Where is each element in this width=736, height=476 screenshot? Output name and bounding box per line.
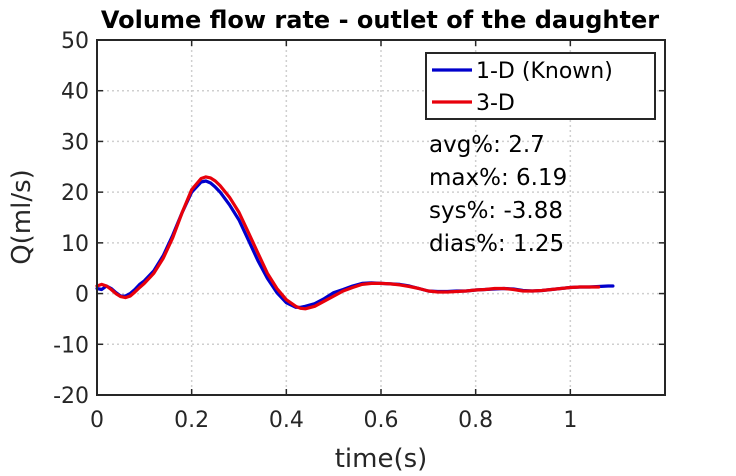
x-tick-label: 0 xyxy=(90,408,104,433)
y-tick-label: 20 xyxy=(61,181,89,206)
axis-ticks: 0 0.2 0.4 0.6 0.8 1 -20 -10 0 10 20 30 40 50 xyxy=(53,29,665,433)
series-line-2 xyxy=(95,175,601,311)
y-tick-label: -20 xyxy=(53,384,89,409)
y-tick-label: 0 xyxy=(75,283,89,308)
x-axis-label: time(s) xyxy=(335,444,428,474)
legend: 1-D (Known) 3-D xyxy=(425,52,656,120)
x-tick-label: 1 xyxy=(563,408,577,433)
annotation-text: max%: 6.19 xyxy=(429,165,567,191)
y-tick-label: 40 xyxy=(61,80,89,105)
x-tick-label: 0.8 xyxy=(458,408,493,433)
grid xyxy=(97,40,665,395)
annotation-text: avg%: 2.7 xyxy=(429,132,545,158)
legend-label-2: 3-D xyxy=(476,91,515,116)
annotation-text: sys%: -3.88 xyxy=(429,198,563,224)
annotation-text: dias%: 1.25 xyxy=(429,231,564,257)
series-layer xyxy=(95,175,615,311)
y-tick-label: -10 xyxy=(53,333,89,358)
y-tick-label: 30 xyxy=(61,130,89,155)
y-tick-label: 50 xyxy=(61,29,89,54)
chart-title: Volume flow rate - outlet of the daughte… xyxy=(101,6,659,34)
y-tick-label: 10 xyxy=(61,232,89,257)
y-axis-label: Q(ml/s) xyxy=(7,169,37,265)
legend-box xyxy=(425,52,656,120)
x-tick-label: 0.4 xyxy=(269,408,304,433)
annotations: avg%: 2.7 max%: 6.19 sys%: -3.88 dias%: 1.2… xyxy=(429,132,567,257)
legend-label-1: 1-D (Known) xyxy=(476,59,613,84)
x-tick-label: 0.2 xyxy=(174,408,209,433)
x-tick-label: 0.6 xyxy=(364,408,399,433)
